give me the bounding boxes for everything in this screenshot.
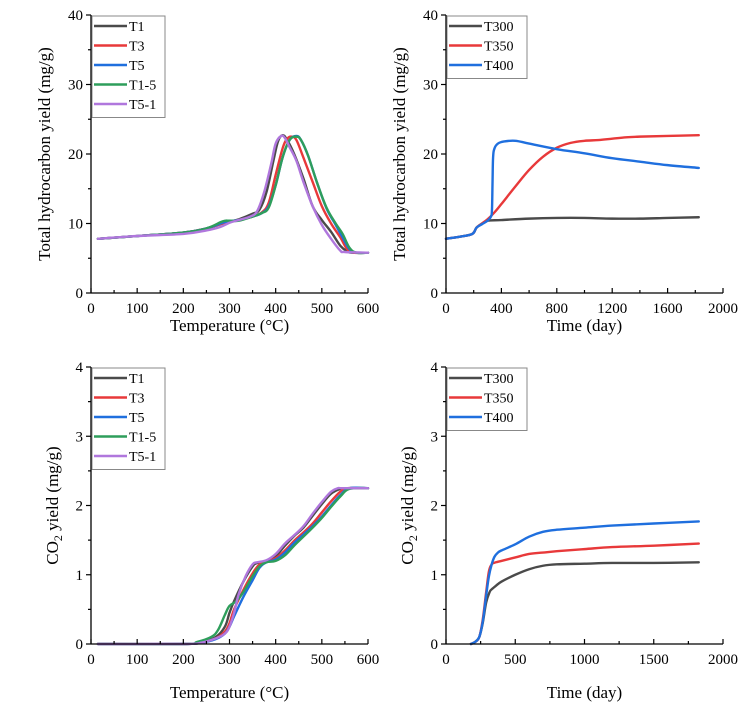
y-axis-title: Total hydrocarbon yield (mg/g) [35, 47, 54, 261]
x-tick-label: 400 [264, 301, 287, 317]
x-tick-label: 500 [311, 301, 334, 317]
legend-label: T3 [129, 40, 145, 55]
y-axis-title: CO2 yield (mg/g) [398, 446, 420, 564]
x-tick-label: 500 [504, 652, 527, 668]
legend-label: T300 [484, 20, 514, 35]
y-axis-title: CO2 yield (mg/g) [43, 446, 65, 564]
legend-label: T1-5 [129, 79, 156, 94]
y-tick-label: 40 [68, 8, 83, 24]
y-tick-label: 0 [431, 637, 439, 653]
legend-label: T400 [484, 59, 514, 74]
x-tick-label: 500 [311, 652, 334, 668]
y-tick-label: 10 [423, 217, 438, 233]
x-tick-label: 0 [442, 652, 450, 668]
x-tick-label: 300 [218, 301, 241, 317]
y-tick-label: 2 [76, 499, 84, 515]
legend-label: T350 [484, 40, 514, 55]
legend-label: T5-1 [129, 98, 156, 113]
legend-label: T5 [129, 59, 145, 74]
x-tick-label: 400 [264, 652, 287, 668]
legend: T300 T350 T400 [446, 15, 528, 79]
y-tick-label: 10 [68, 217, 83, 233]
y-tick-label: 1 [431, 568, 439, 584]
x-tick-label: 200 [172, 301, 195, 317]
x-tick-label: 100 [126, 301, 149, 317]
series-lines [469, 520, 700, 646]
series-line-t300 [469, 561, 700, 646]
legend-label: T1 [129, 20, 145, 35]
x-axis-title: Temperature (°C) [170, 316, 289, 335]
x-tick-label: 1200 [597, 301, 627, 317]
x-tick-label: 800 [546, 301, 569, 317]
legend: T300 T350 T400 [446, 367, 528, 431]
y-tick-label: 0 [76, 637, 84, 653]
x-tick-label: 200 [172, 652, 195, 668]
y-tick-label: 20 [68, 147, 83, 163]
legend-label: T400 [484, 411, 514, 426]
series-line-t1-5 [96, 486, 370, 646]
y-tick-label: 40 [423, 8, 438, 24]
legend-label: T1 [129, 372, 145, 387]
x-tick-label: 0 [87, 652, 95, 668]
series-line-t5-1 [96, 486, 370, 646]
legend-box [91, 15, 166, 118]
legend-label: T350 [484, 392, 514, 407]
y-tick-label: 30 [68, 78, 83, 94]
panel-co2-vs-temperature: 0 100 200 300 400 500 600 0 1 2 3 4 Temperature (°C)… [43, 360, 379, 702]
legend-label: T5 [129, 411, 145, 426]
y-tick-label: 3 [76, 429, 84, 445]
x-tick-label: 1600 [653, 301, 683, 317]
y-axis-title: Total hydrocarbon yield (mg/g) [390, 47, 409, 261]
legend: T1 T3 T5 T1-5 T5-1 [91, 367, 166, 470]
panel-hydrocarbon-vs-temperature: 0 100 200 300 400 500 600 0 10 20 30 40 Temperature … [35, 8, 379, 335]
x-axis-title: Time (day) [547, 316, 622, 335]
x-tick-label: 1500 [639, 652, 669, 668]
y-tick-label: 0 [431, 286, 439, 302]
x-tick-label: 600 [357, 652, 380, 668]
series-lines [444, 134, 700, 240]
x-axis-title: Time (day) [547, 683, 622, 702]
y-tick-label: 3 [431, 429, 439, 445]
x-tick-label: 400 [490, 301, 513, 317]
x-tick-label: 100 [126, 652, 149, 668]
y-tick-label: 2 [431, 499, 439, 515]
x-tick-label: 0 [442, 301, 450, 317]
series-line-t1-5 [96, 135, 370, 255]
y-tick-label: 20 [423, 147, 438, 163]
x-tick-label: 2000 [708, 301, 738, 317]
x-axis-title: Temperature (°C) [170, 683, 289, 702]
legend-box [446, 367, 528, 431]
legend-label: T3 [129, 392, 145, 407]
y-tick-label: 0 [76, 286, 84, 302]
series-lines [96, 134, 370, 255]
legend-label: T300 [484, 372, 514, 387]
x-tick-label: 600 [357, 301, 380, 317]
legend-label: T1-5 [129, 431, 156, 446]
x-tick-label: 2000 [708, 652, 738, 668]
panel-hydrocarbon-vs-time: 0 400 800 1200 1600 2000 0 10 20 30 40 Time (day) To… [390, 8, 738, 335]
panel-co2-vs-time: 0 500 1000 1500 2000 0 1 2 3 4 Time (day) CO2 yield… [398, 360, 738, 702]
legend: T1 T3 T5 T1-5 T5-1 [91, 15, 166, 118]
series-line-t5-1 [96, 134, 370, 254]
series-line-t400 [469, 520, 700, 646]
legend-label: T5-1 [129, 450, 156, 465]
y-tick-label: 4 [76, 360, 84, 376]
series-line-t300 [444, 216, 700, 240]
y-tick-label: 4 [431, 360, 439, 376]
x-tick-label: 1000 [570, 652, 600, 668]
series-line-t350 [469, 542, 700, 646]
y-tick-label: 1 [76, 568, 84, 584]
y-tick-label: 30 [423, 78, 438, 94]
legend-box [91, 367, 166, 470]
x-tick-label: 300 [218, 652, 241, 668]
series-lines [96, 486, 370, 646]
x-tick-label: 0 [87, 301, 95, 317]
series-line-t400 [444, 139, 700, 240]
